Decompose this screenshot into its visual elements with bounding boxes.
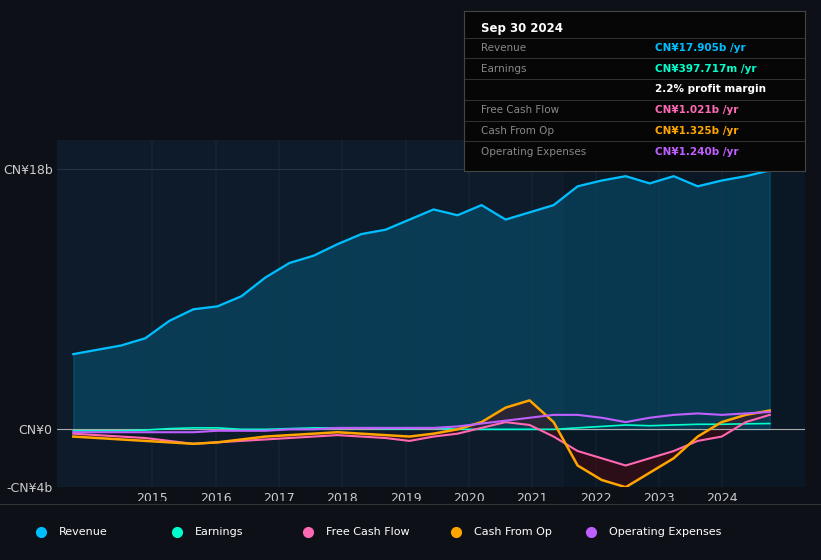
Text: CN¥1.325b /yr: CN¥1.325b /yr [654,126,738,136]
Text: CN¥397.717m /yr: CN¥397.717m /yr [654,64,756,74]
Text: Earnings: Earnings [195,527,243,537]
Text: 2.2% profit margin: 2.2% profit margin [654,85,766,95]
Text: Sep 30 2024: Sep 30 2024 [481,22,563,35]
Text: CN¥1.021b /yr: CN¥1.021b /yr [654,105,738,115]
Text: Earnings: Earnings [481,64,526,74]
Text: Cash From Op: Cash From Op [481,126,554,136]
Text: Cash From Op: Cash From Op [474,527,552,537]
Text: Revenue: Revenue [481,43,526,53]
Bar [564,140,817,487]
Text: Operating Expenses: Operating Expenses [609,527,722,537]
Text: Free Cash Flow: Free Cash Flow [481,105,559,115]
Text: Free Cash Flow: Free Cash Flow [326,527,410,537]
Text: Revenue: Revenue [59,527,108,537]
Text: CN¥1.240b /yr: CN¥1.240b /yr [654,147,738,157]
Text: Operating Expenses: Operating Expenses [481,147,586,157]
Text: CN¥17.905b /yr: CN¥17.905b /yr [654,43,745,53]
